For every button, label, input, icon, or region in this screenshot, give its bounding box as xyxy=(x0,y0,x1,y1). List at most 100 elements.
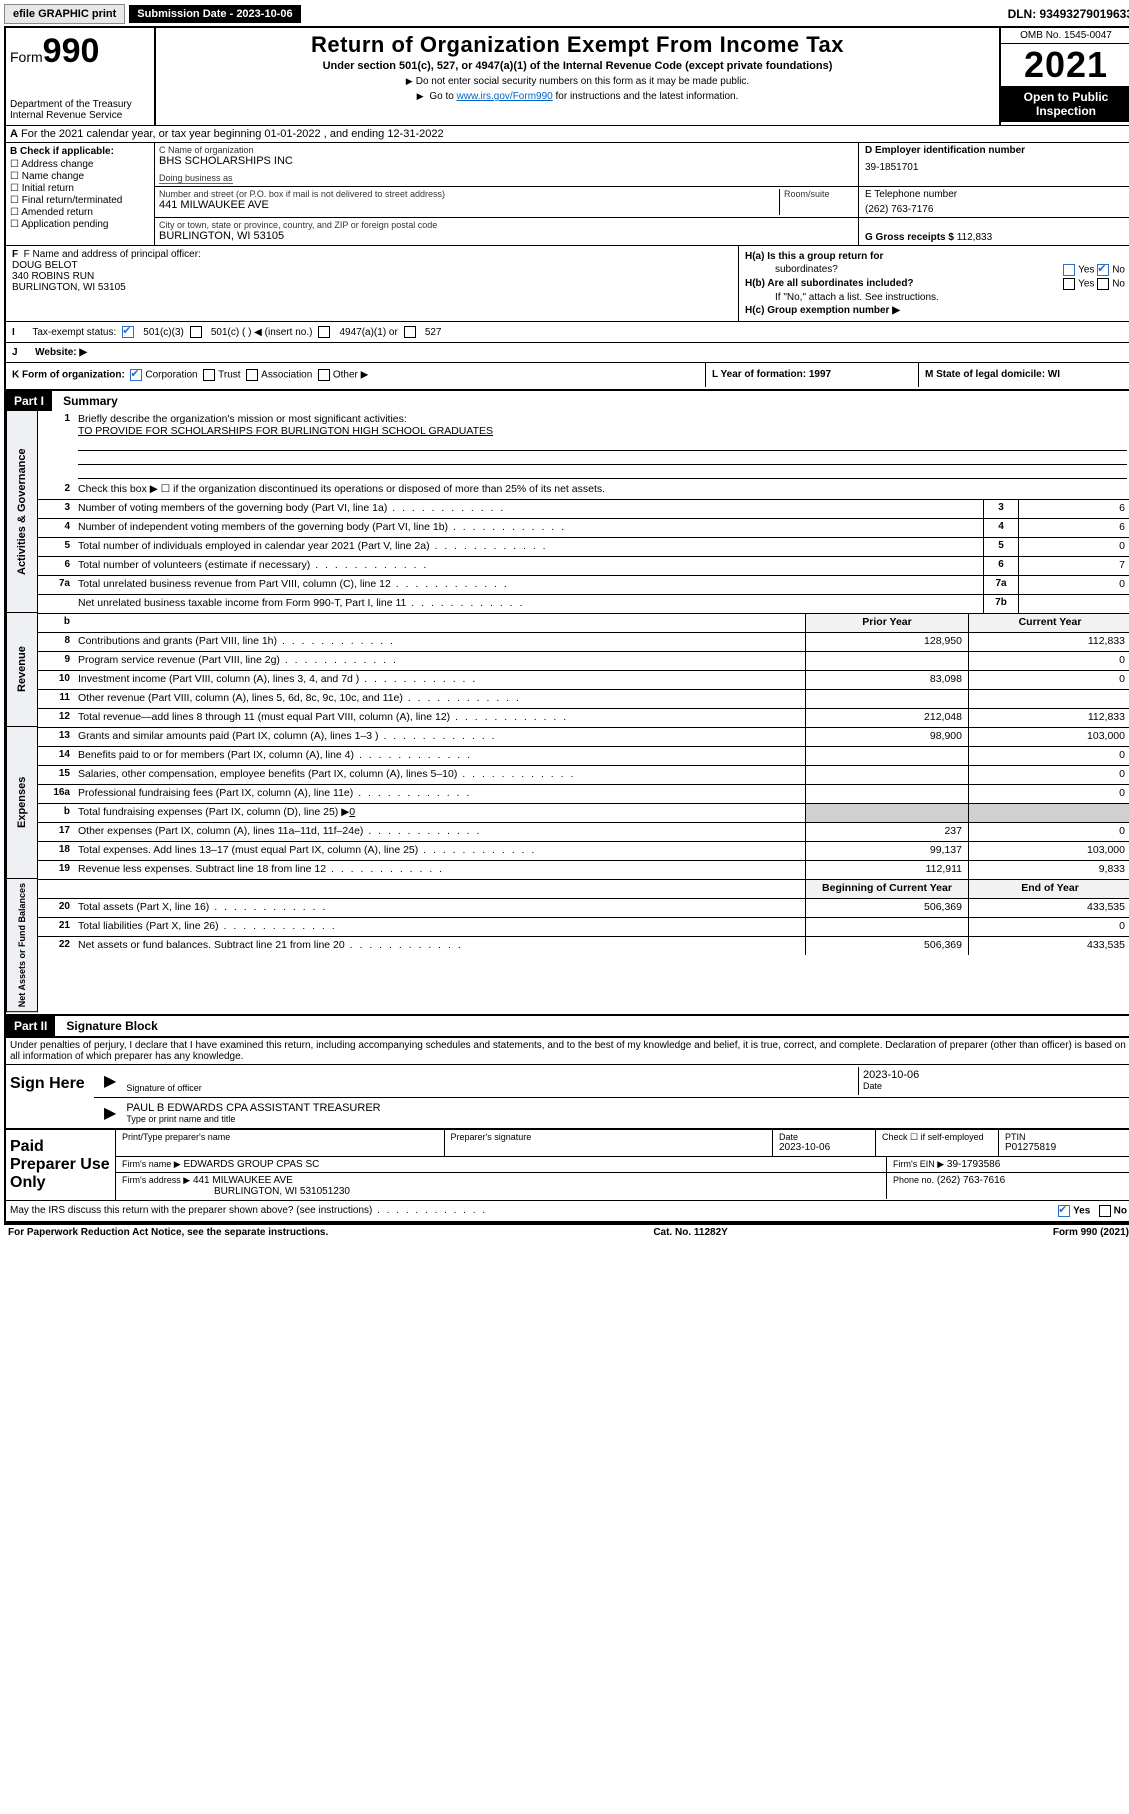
no-label: No xyxy=(1112,265,1125,276)
line-num: b xyxy=(38,804,74,822)
current-year-value: 0 xyxy=(968,671,1129,689)
header-right: OMB No. 1545-0047 2021 Open to Public In… xyxy=(1001,28,1129,125)
cell-k: K Form of organization: Corporation Trus… xyxy=(6,363,706,387)
may-irs-no-checkbox[interactable] xyxy=(1099,1205,1111,1217)
ptin-value: P01275819 xyxy=(1005,1142,1125,1153)
hb-note: If "No," attach a list. See instructions… xyxy=(745,292,1125,303)
table-row: 7a Total unrelated business revenue from… xyxy=(38,575,1129,594)
may-irs-yes-checkbox[interactable] xyxy=(1058,1205,1070,1217)
arrow-icon: ▶ xyxy=(98,1103,122,1123)
firm-name-value: EDWARDS GROUP CPAS SC xyxy=(183,1159,319,1170)
other-checkbox[interactable] xyxy=(318,369,330,381)
website-label: Website: ▶ xyxy=(35,347,87,358)
501c3-checkbox[interactable] xyxy=(122,326,134,338)
chk-address-change[interactable]: ☐ Address change xyxy=(10,159,150,170)
line-value: 7 xyxy=(1018,557,1129,575)
part-ii-badge: Part II xyxy=(6,1016,55,1036)
table-row: 6 Total number of volunteers (estimate i… xyxy=(38,556,1129,575)
hdr-b: b xyxy=(38,614,74,632)
chk-amended-return[interactable]: ☐ Amended return xyxy=(10,207,150,218)
ha-label2: subordinates? xyxy=(745,264,838,276)
chk-label: Amended return xyxy=(21,207,93,218)
prep-sig-label: Preparer's signature xyxy=(451,1132,767,1142)
chk-label: Address change xyxy=(21,159,93,170)
irs-link[interactable]: www.irs.gov/Form990 xyxy=(457,91,553,102)
corp-checkbox[interactable] xyxy=(130,369,142,381)
phone-value: (262) 763-7176 xyxy=(865,204,1125,215)
line-num: 21 xyxy=(38,918,74,936)
net-assets-section: Net Assets or Fund Balances Beginning of… xyxy=(6,879,1129,1012)
chk-application-pending[interactable]: ☐ Application pending xyxy=(10,219,150,230)
state-domicile: M State of legal domicile: WI xyxy=(925,369,1060,380)
table-row: 10 Investment income (Part VIII, column … xyxy=(38,670,1129,689)
prior-year-value xyxy=(805,690,968,708)
current-year-value: 103,000 xyxy=(968,728,1129,746)
501c-checkbox[interactable] xyxy=(190,326,202,338)
line-num: 1 xyxy=(38,411,74,481)
line-text: Revenue less expenses. Subtract line 18 … xyxy=(74,861,805,879)
table-row: 16a Professional fundraising fees (Part … xyxy=(38,784,1129,803)
firm-addr-value1: 441 MILWAUKEE AVE xyxy=(193,1175,293,1186)
prep-ptin-cell: PTINP01275819 xyxy=(999,1130,1129,1156)
line-num: 16a xyxy=(38,785,74,803)
footer-right: Form 990 (2021) xyxy=(1053,1227,1129,1238)
table-row: 18 Total expenses. Add lines 13–17 (must… xyxy=(38,841,1129,860)
hb-yes-checkbox[interactable] xyxy=(1063,278,1075,290)
line-num: 20 xyxy=(38,899,74,917)
table-row: 21 Total liabilities (Part X, line 26) 0 xyxy=(38,917,1129,936)
cell-l: L Year of formation: 1997 xyxy=(706,363,919,387)
table-row: 4 Number of independent voting members o… xyxy=(38,518,1129,537)
chk-label: Application pending xyxy=(21,219,108,230)
chk-name-change[interactable]: ☐ Name change xyxy=(10,171,150,182)
527-checkbox[interactable] xyxy=(404,326,416,338)
shaded-cell xyxy=(805,804,968,822)
line-num: 14 xyxy=(38,747,74,765)
paid-preparer-label: Paid Preparer Use Only xyxy=(6,1130,116,1200)
assoc-checkbox[interactable] xyxy=(246,369,258,381)
chk-final-return[interactable]: ☐ Final return/terminated xyxy=(10,195,150,206)
prep-name-cell: Print/Type preparer's name xyxy=(116,1130,445,1156)
ein-label: D Employer identification number xyxy=(865,145,1125,156)
opt-527: 527 xyxy=(425,327,442,338)
table-row: 12 Total revenue—add lines 8 through 11 … xyxy=(38,708,1129,727)
part-i-title: Summary xyxy=(55,391,126,411)
line-num: 3 xyxy=(38,500,74,518)
current-year-value: 433,535 xyxy=(968,899,1129,917)
line-text: Number of voting members of the governin… xyxy=(74,500,983,518)
prior-year-value: 128,950 xyxy=(805,633,968,651)
note2-post: for instructions and the latest informat… xyxy=(553,91,739,102)
table-row: 5 Total number of individuals employed i… xyxy=(38,537,1129,556)
city-cell: City or town, state or province, country… xyxy=(155,218,859,245)
4947-checkbox[interactable] xyxy=(318,326,330,338)
firm-ein-label: Firm's EIN ▶ xyxy=(893,1159,944,1169)
paid-preparer-section: Paid Preparer Use Only Print/Type prepar… xyxy=(6,1128,1129,1200)
submission-date-badge: Submission Date - 2023-10-06 xyxy=(129,5,300,23)
ha-yes-checkbox[interactable] xyxy=(1063,264,1075,276)
prep-selfemp-label: Check ☐ if self-employed xyxy=(882,1132,992,1143)
firm-phone-value: (262) 763-7616 xyxy=(937,1175,1005,1186)
table-row: 8 Contributions and grants (Part VIII, l… xyxy=(38,632,1129,651)
prep-sig-cell: Preparer's signature xyxy=(445,1130,774,1156)
hb-no-checkbox[interactable] xyxy=(1097,278,1109,290)
may-irs-row: May the IRS discuss this return with the… xyxy=(6,1200,1129,1221)
current-year-value xyxy=(968,690,1129,708)
line-code: 4 xyxy=(983,519,1018,537)
ha-label: H(a) Is this a group return for xyxy=(745,251,883,262)
note2-pre: Go to xyxy=(429,91,456,102)
column-b-checkboxes: B Check if applicable: ☐ Address change … xyxy=(6,143,155,245)
prior-year-value: 99,137 xyxy=(805,842,968,860)
current-year-value: 0 xyxy=(968,918,1129,936)
current-year-value: 112,833 xyxy=(968,633,1129,651)
officer-name-title-label: Type or print name and title xyxy=(126,1114,1123,1124)
prep-date-value: 2023-10-06 xyxy=(779,1142,869,1153)
chk-initial-return[interactable]: ☐ Initial return xyxy=(10,183,150,194)
efile-print-button[interactable]: efile GRAPHIC print xyxy=(4,4,125,24)
section-f-h: F F Name and address of principal office… xyxy=(6,245,1129,321)
table-row: 15 Salaries, other compensation, employe… xyxy=(38,765,1129,784)
prior-year-value: 212,048 xyxy=(805,709,968,727)
line-1: Briefly describe the organization's miss… xyxy=(74,411,1129,481)
line-num: 5 xyxy=(38,538,74,556)
current-year-value: 0 xyxy=(968,785,1129,803)
ha-no-checkbox[interactable] xyxy=(1097,264,1109,276)
trust-checkbox[interactable] xyxy=(203,369,215,381)
